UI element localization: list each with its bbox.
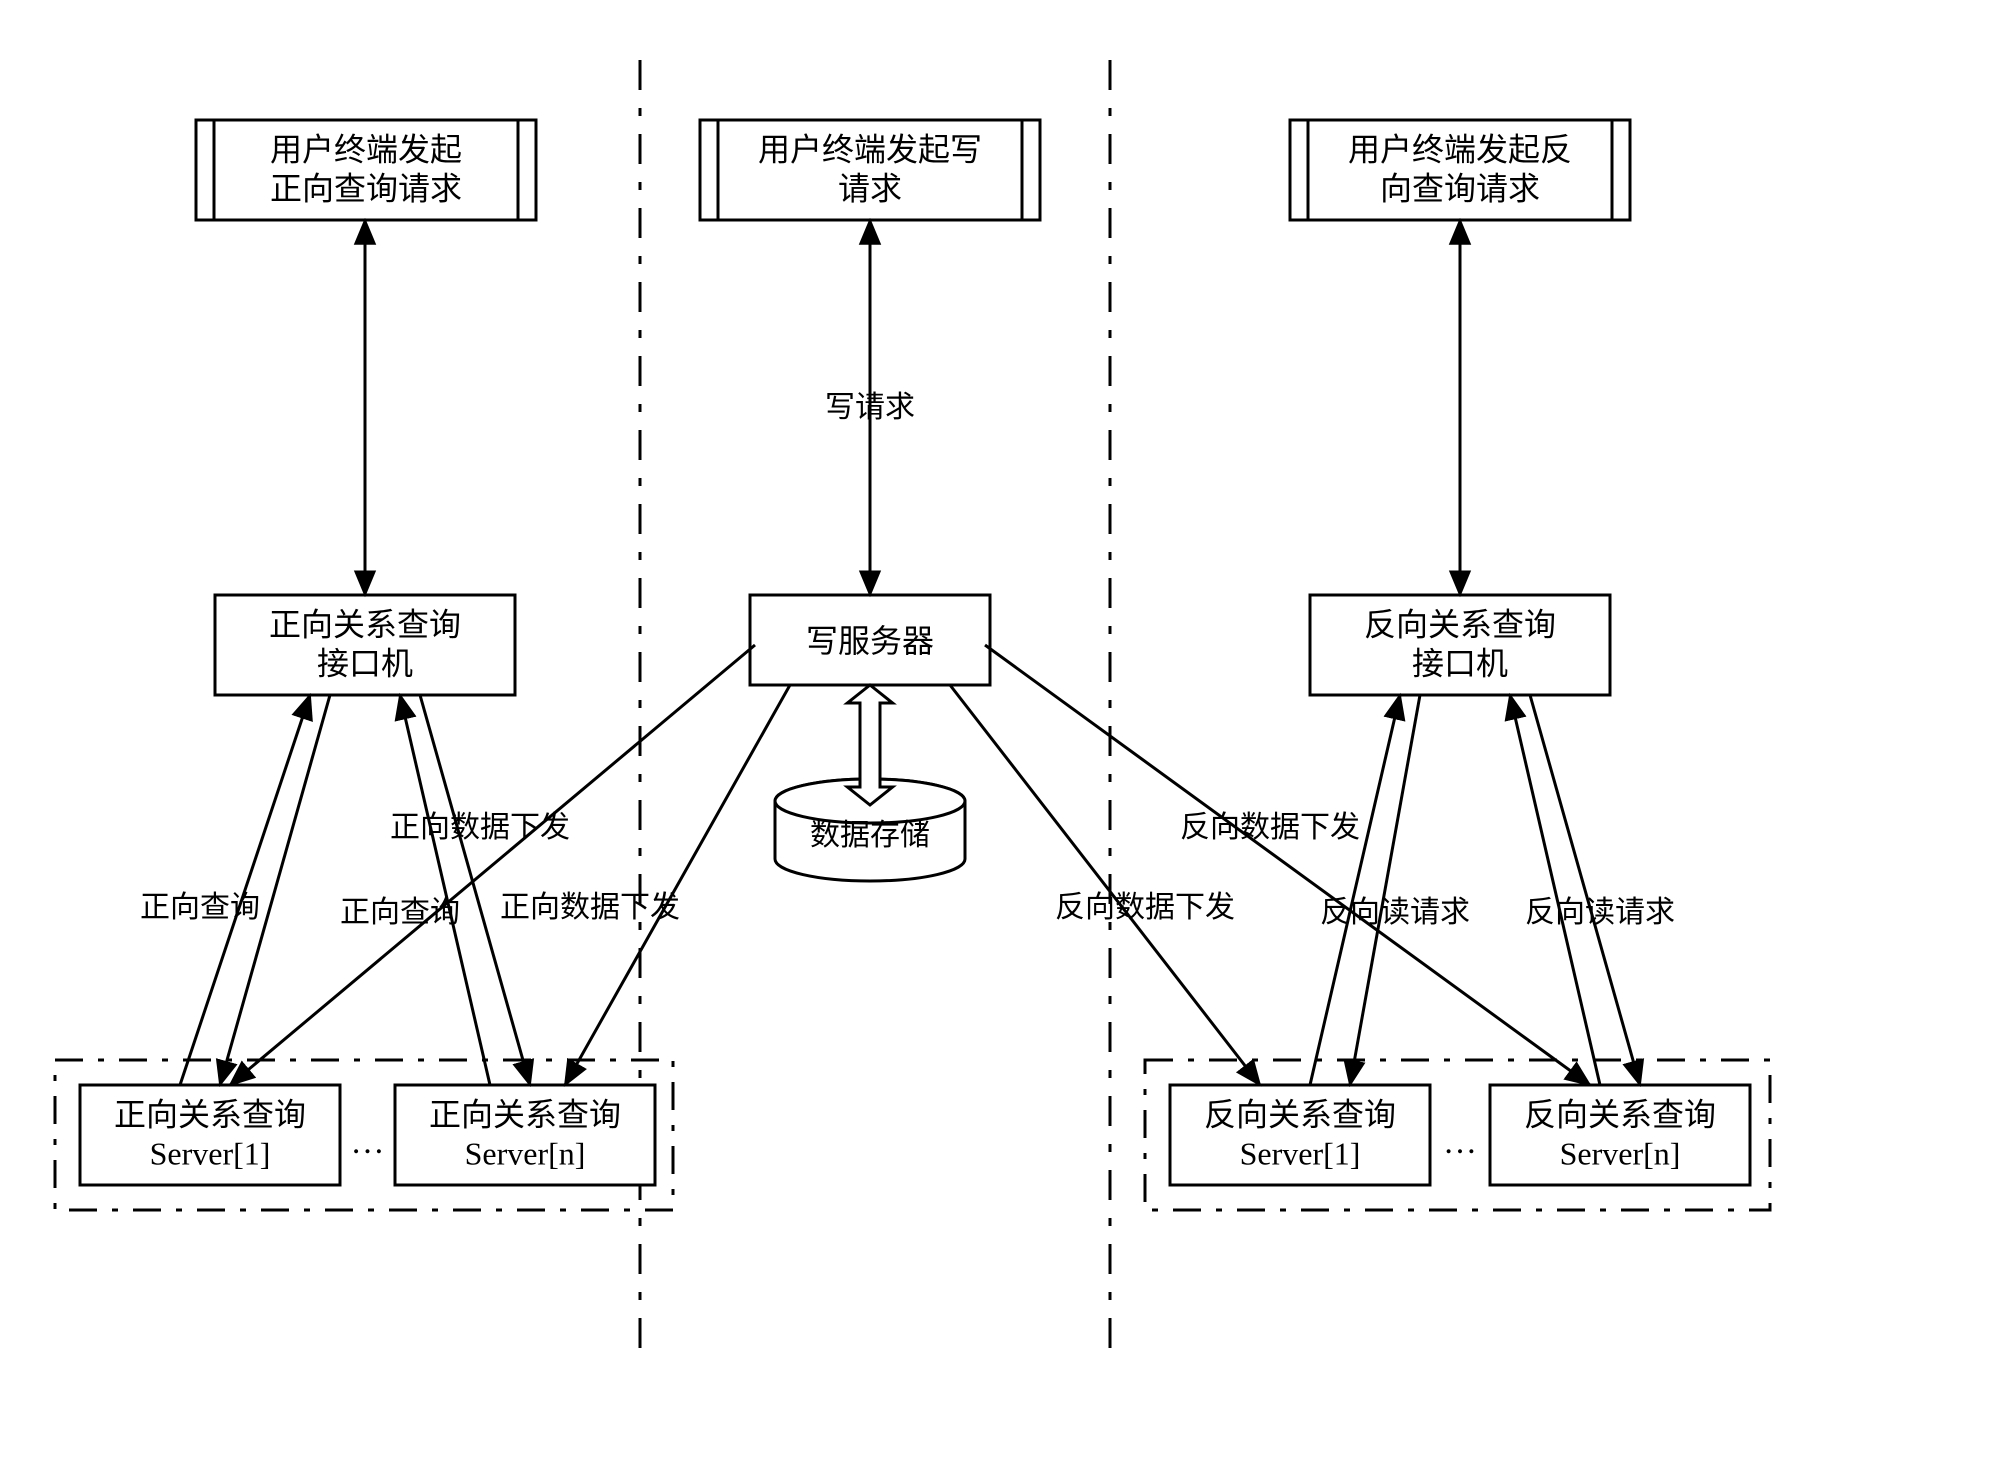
svg-text:正向关系查询: 正向关系查询: [269, 606, 461, 642]
arrow: [565, 685, 790, 1085]
arrow: [230, 645, 755, 1085]
svg-text:Server[n]: Server[n]: [1560, 1135, 1681, 1171]
svg-text:数据存储: 数据存储: [810, 819, 930, 852]
architecture-diagram: 用户终端发起正向查询请求正向关系查询接口机正向关系查询Server[1]正向关系…: [0, 0, 2000, 1460]
box-r_srvn: 反向关系查询Server[n]: [1490, 1085, 1750, 1185]
svg-text:反向关系查询: 反向关系查询: [1364, 606, 1556, 642]
svg-text:接口机: 接口机: [317, 645, 413, 681]
svg-text:请求: 请求: [838, 170, 902, 206]
edge-label: 反向读请求: [1525, 896, 1675, 929]
box-c_mid: 写服务器: [750, 595, 990, 685]
edge-label: 写请求: [825, 391, 915, 424]
hollow-double-arrow: [847, 685, 892, 805]
edge-label: 反向数据下发: [1180, 811, 1360, 844]
svg-text:…: …: [1443, 1124, 1477, 1161]
svg-text:…: …: [351, 1124, 385, 1161]
box-r_srv1: 反向关系查询Server[1]: [1170, 1085, 1430, 1185]
box-l_mid: 正向关系查询接口机: [215, 595, 515, 695]
box-l_srvn: 正向关系查询Server[n]: [395, 1085, 655, 1185]
box-c_top: 用户终端发起写请求: [700, 120, 1040, 220]
svg-text:Server[1]: Server[1]: [1240, 1135, 1361, 1171]
edge-label: 正向查询: [140, 891, 260, 924]
svg-text:用户终端发起: 用户终端发起: [270, 131, 462, 167]
svg-text:Server[1]: Server[1]: [150, 1135, 271, 1171]
box-r_top: 用户终端发起反向查询请求: [1290, 120, 1630, 220]
box-l_top: 用户终端发起正向查询请求: [196, 120, 536, 220]
svg-text:写服务器: 写服务器: [806, 623, 934, 659]
edge-label: 正向数据下发: [500, 891, 680, 924]
box-r_mid: 反向关系查询接口机: [1310, 595, 1610, 695]
edge-label: 反向数据下发: [1055, 891, 1235, 924]
svg-text:反向关系查询: 反向关系查询: [1204, 1096, 1396, 1132]
box-l_srv1: 正向关系查询Server[1]: [80, 1085, 340, 1185]
svg-text:正向关系查询: 正向关系查询: [114, 1096, 306, 1132]
svg-text:用户终端发起反: 用户终端发起反: [1348, 131, 1572, 167]
edge-label: 正向数据下发: [390, 811, 570, 844]
edge-label: 反向读请求: [1320, 896, 1470, 929]
svg-text:向查询请求: 向查询请求: [1380, 170, 1540, 206]
edge-label: 正向查询: [340, 896, 460, 929]
svg-text:正向查询请求: 正向查询请求: [270, 170, 462, 206]
svg-text:反向关系查询: 反向关系查询: [1524, 1096, 1716, 1132]
arrow: [950, 685, 1260, 1085]
svg-text:接口机: 接口机: [1412, 645, 1508, 681]
svg-text:Server[n]: Server[n]: [465, 1135, 586, 1171]
svg-text:正向关系查询: 正向关系查询: [429, 1096, 621, 1132]
arrow: [985, 645, 1590, 1085]
svg-text:用户终端发起写: 用户终端发起写: [758, 131, 982, 167]
